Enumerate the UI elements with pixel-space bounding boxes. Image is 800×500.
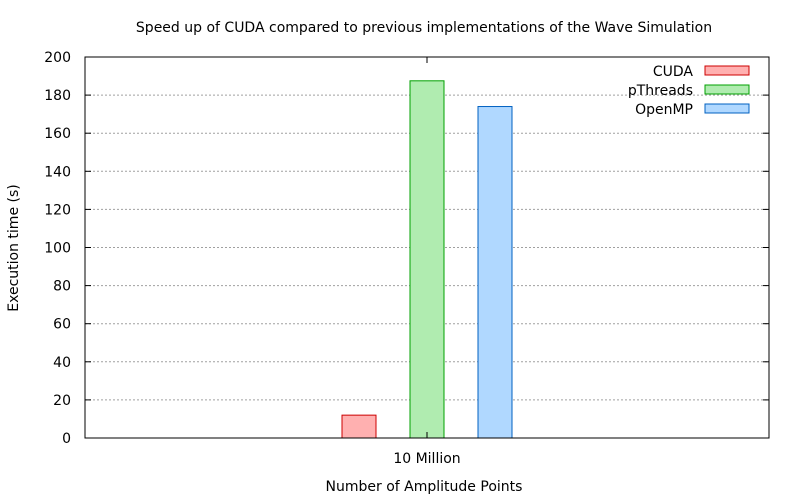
y-tick-label: 180 <box>44 88 71 104</box>
chart-title: Speed up of CUDA compared to previous im… <box>136 20 712 36</box>
bars <box>341 80 513 439</box>
y-axis-label: Execution time (s) <box>6 184 22 311</box>
x-axis-label: Number of Amplitude Points <box>326 479 523 495</box>
legend-swatch <box>704 84 750 95</box>
bar-cuda <box>341 414 377 439</box>
y-tick-label: 80 <box>53 279 71 295</box>
legend-swatch <box>704 65 750 76</box>
y-tick-label: 140 <box>44 164 71 180</box>
legend-label: OpenMP <box>635 102 693 118</box>
y-tick-label: 200 <box>44 50 71 66</box>
legend-label: pThreads <box>628 83 693 99</box>
y-tick-label: 160 <box>44 126 71 142</box>
y-tick-label: 100 <box>44 241 71 257</box>
legend: CUDA pThreads OpenMP <box>628 64 750 118</box>
x-tick-label: 10 Million <box>393 451 460 467</box>
y-tick-label: 60 <box>53 317 71 333</box>
bar-pthreads <box>409 80 445 439</box>
y-axis-ticks: 0 20 40 60 80 100 120 140 160 180 200 <box>44 50 769 447</box>
y-tick-label: 120 <box>44 202 71 218</box>
x-axis-ticks: 10 Million <box>393 57 461 467</box>
legend-swatch <box>704 103 750 114</box>
y-tick-label: 20 <box>53 393 71 409</box>
legend-label: CUDA <box>653 64 694 80</box>
bar-openmp <box>477 106 513 439</box>
y-tick-label: 40 <box>53 355 71 371</box>
y-tick-label: 0 <box>62 431 71 447</box>
